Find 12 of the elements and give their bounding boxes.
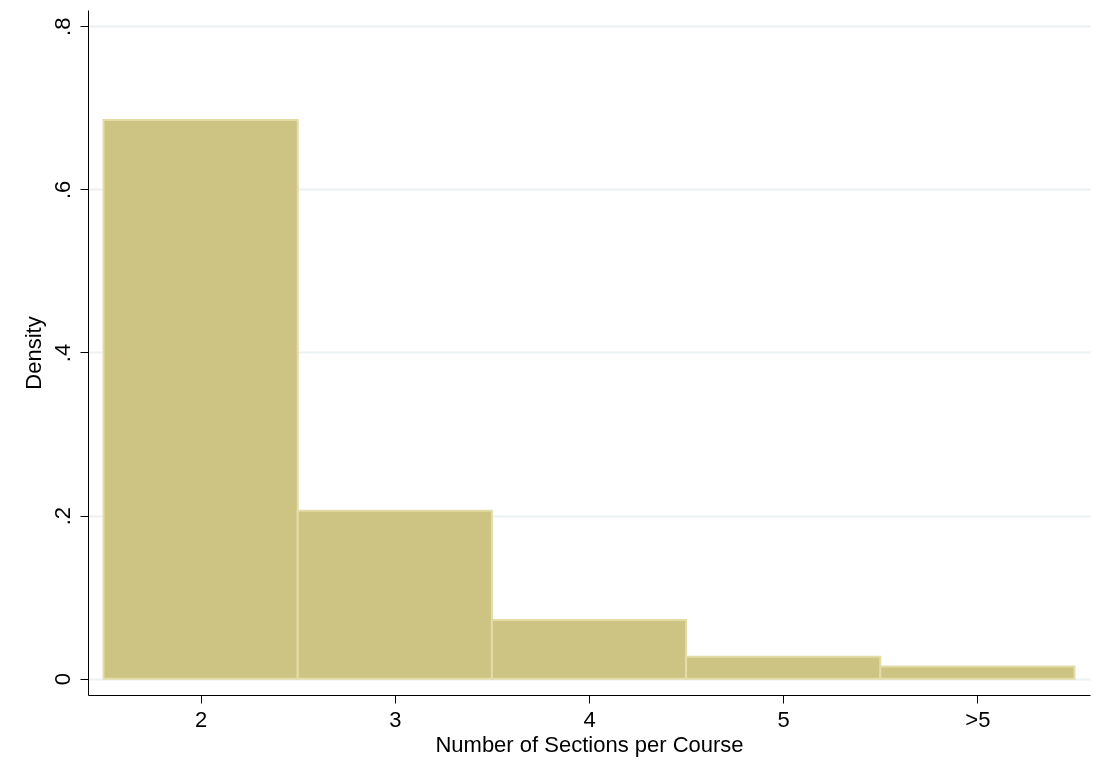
y-tick-label: .2 xyxy=(49,506,75,526)
y-axis-title: Density xyxy=(20,316,46,390)
y-tick-label: 0 xyxy=(49,673,75,686)
y-tick-label: .4 xyxy=(49,343,75,363)
x-axis-title: Number of Sections per Course xyxy=(435,731,744,757)
x-tick-label: >5 xyxy=(965,706,991,732)
y-tick-label: .8 xyxy=(49,17,75,36)
x-tick-label: 5 xyxy=(777,706,790,732)
x-tick-label: 4 xyxy=(583,706,596,732)
x-tick-label: 2 xyxy=(195,706,208,732)
x-tick-label: 3 xyxy=(389,706,402,732)
y-tick-label: .6 xyxy=(49,180,75,200)
